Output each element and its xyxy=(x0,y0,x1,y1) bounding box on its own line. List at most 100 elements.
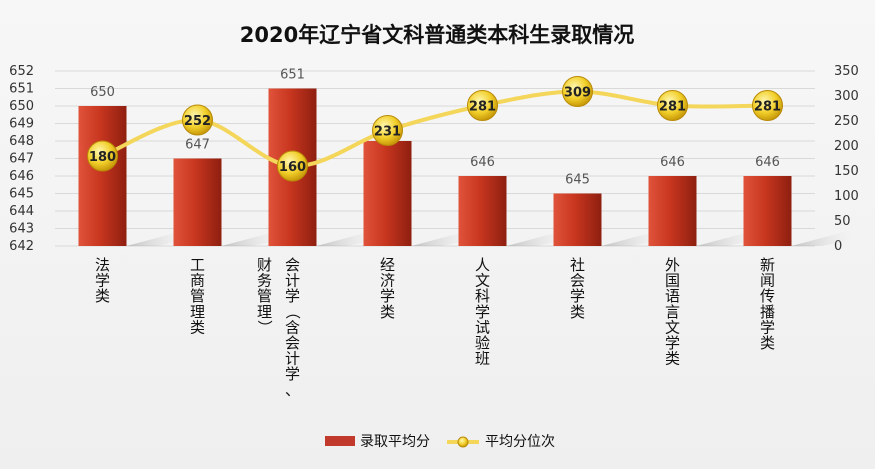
svg-text:学: 学 xyxy=(760,318,775,336)
svg-text:类: 类 xyxy=(380,303,395,321)
svg-text:类: 类 xyxy=(570,303,585,321)
right-tick-label: 350 xyxy=(834,64,859,79)
svg-text:计: 计 xyxy=(285,272,300,290)
svg-text:新: 新 xyxy=(760,256,775,274)
svg-text:济: 济 xyxy=(380,272,395,290)
rank-value-label: 180 xyxy=(89,150,116,165)
bar xyxy=(648,176,697,246)
left-tick-label: 645 xyxy=(9,187,34,202)
right-tick-label: 150 xyxy=(834,164,859,179)
left-tick-label: 642 xyxy=(9,239,34,254)
rank-value-label: 160 xyxy=(279,160,306,175)
svg-text:管: 管 xyxy=(190,287,205,305)
svg-text:、: 、 xyxy=(285,381,300,399)
svg-text:类: 类 xyxy=(95,287,110,305)
svg-text:学: 学 xyxy=(475,303,490,321)
bar-shadow xyxy=(221,230,282,246)
svg-text:学: 学 xyxy=(285,287,300,305)
rank-value-label: 309 xyxy=(564,86,591,101)
left-tick-label: 651 xyxy=(9,82,34,97)
right-tick-label: 250 xyxy=(834,114,859,129)
chart-title: 2020年辽宁省文科普通类本科生录取情况 xyxy=(240,23,634,47)
svg-text:会: 会 xyxy=(285,334,300,352)
bar-value-label: 646 xyxy=(470,155,495,170)
svg-text:含: 含 xyxy=(285,318,300,336)
svg-text:类: 类 xyxy=(665,350,680,368)
bar xyxy=(743,176,792,246)
svg-text:管: 管 xyxy=(257,287,272,305)
svg-text:会: 会 xyxy=(570,272,585,290)
rank-point xyxy=(562,76,593,107)
bar-shadow xyxy=(601,230,662,246)
svg-text:闻: 闻 xyxy=(760,272,775,290)
left-tick-label: 652 xyxy=(9,64,34,79)
bar-value-label: 645 xyxy=(565,173,590,188)
bar-value-label: 646 xyxy=(660,155,685,170)
svg-text:科: 科 xyxy=(475,287,490,305)
svg-text:文: 文 xyxy=(665,318,680,336)
left-tick-label: 647 xyxy=(9,152,34,167)
svg-text:理: 理 xyxy=(257,303,272,321)
svg-text:社: 社 xyxy=(570,256,585,274)
svg-text:班: 班 xyxy=(475,350,490,368)
rank-point xyxy=(657,90,688,121)
bar xyxy=(553,193,602,246)
bar-shadow xyxy=(316,230,377,246)
right-axis: 0 50 100 150 200 250 300 350 xyxy=(834,64,859,254)
bar-shadow xyxy=(696,230,757,246)
svg-text:传: 传 xyxy=(760,287,775,305)
left-tick-label: 644 xyxy=(9,204,34,219)
svg-text:财: 财 xyxy=(257,256,272,274)
svg-text:学: 学 xyxy=(570,287,585,305)
right-tick-label: 50 xyxy=(834,214,851,229)
svg-text:（: （ xyxy=(284,304,302,319)
svg-text:计: 计 xyxy=(285,350,300,368)
svg-text:理: 理 xyxy=(190,303,205,321)
right-tick-label: 0 xyxy=(834,239,842,254)
left-tick-label: 650 xyxy=(9,99,34,114)
bar xyxy=(363,141,412,246)
gridlines xyxy=(55,70,815,247)
svg-text:务: 务 xyxy=(257,272,272,290)
bar-value-label: 647 xyxy=(185,138,210,153)
svg-text:类: 类 xyxy=(760,334,775,352)
left-axis: 642 643 644 645 646 647 648 649 650 651 652 xyxy=(9,64,34,254)
legend-bar-swatch xyxy=(325,436,355,446)
left-tick-label: 648 xyxy=(9,134,34,149)
svg-text:学: 学 xyxy=(95,272,110,290)
bar-shadow xyxy=(506,230,567,246)
left-tick-label: 643 xyxy=(9,222,34,237)
legend-line-marker xyxy=(457,436,469,448)
svg-text:学: 学 xyxy=(380,287,395,305)
rank-point xyxy=(182,104,213,136)
right-tick-label: 200 xyxy=(834,139,859,154)
rank-value-label: 281 xyxy=(469,100,496,115)
svg-text:试: 试 xyxy=(475,318,490,336)
rank-point xyxy=(467,90,498,121)
svg-text:播: 播 xyxy=(760,303,775,321)
left-tick-label: 649 xyxy=(9,117,34,132)
svg-text:学: 学 xyxy=(285,365,300,383)
bar xyxy=(173,158,222,246)
svg-text:工: 工 xyxy=(190,256,205,274)
rank-point xyxy=(277,150,308,182)
bar-shadow xyxy=(126,230,187,246)
rank-value-label: 231 xyxy=(374,125,401,140)
svg-text:人: 人 xyxy=(475,256,490,274)
rank-value-label: 281 xyxy=(659,100,686,115)
svg-text:外: 外 xyxy=(665,256,680,274)
right-tick-label: 300 xyxy=(834,89,859,104)
svg-text:文: 文 xyxy=(475,272,490,290)
bar-value-label: 646 xyxy=(755,155,780,170)
bar-value-label: 650 xyxy=(90,85,115,100)
right-tick-label: 100 xyxy=(834,189,859,204)
rank-value-label: 281 xyxy=(754,100,781,115)
svg-text:验: 验 xyxy=(475,334,490,352)
legend: 录取平均分 平均分位次 xyxy=(325,434,555,450)
